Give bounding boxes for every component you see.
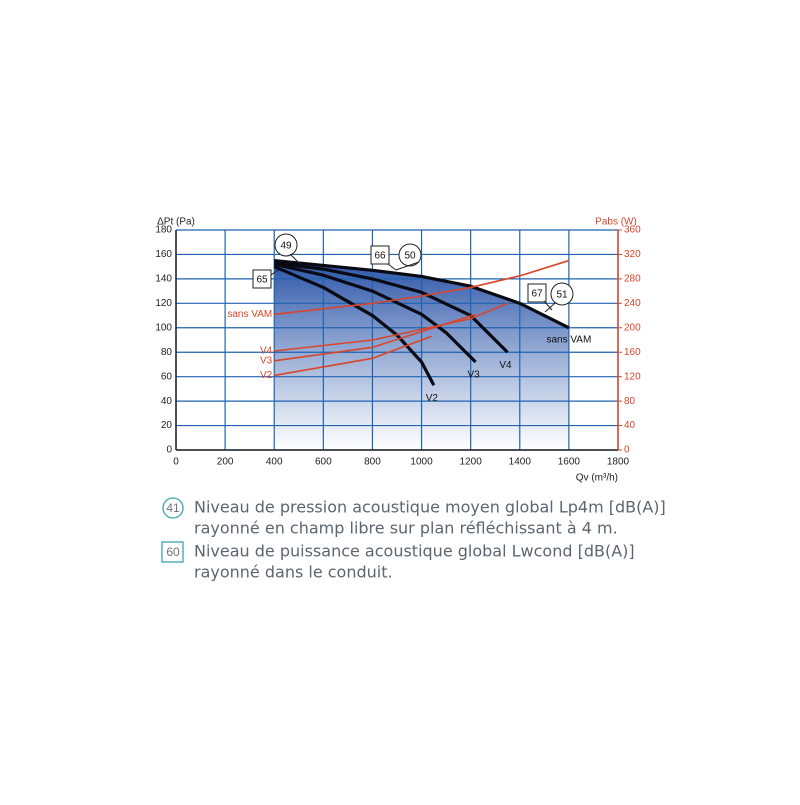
y2-axis-title: Pabs (W)	[595, 217, 637, 228]
y2-tick-label: 160	[624, 347, 641, 358]
annotation-circle	[550, 282, 574, 306]
x-tick-label: 1400	[509, 457, 532, 468]
x-tick-label: 1000	[410, 457, 433, 468]
series-line	[274, 258, 570, 330]
note-text: rayonné dans le conduit.	[194, 563, 393, 582]
series-label: sans VAM	[546, 334, 591, 345]
x-axis-title: Qv (m³/h)	[576, 473, 618, 484]
leader-line	[387, 263, 397, 271]
y2-tick-label: 0	[624, 445, 630, 456]
y2-tick-label: 320	[624, 249, 641, 260]
leader-line	[543, 300, 553, 311]
note-symbol: 60	[166, 545, 180, 559]
note-text: rayonné en champ libre sur plan réfléchi…	[194, 519, 618, 538]
annotation: 51	[556, 290, 568, 301]
series-label: V4	[499, 360, 512, 371]
x-tick-label: 600	[315, 457, 332, 468]
y-tick-label: 40	[161, 396, 173, 407]
annotation: 50	[404, 251, 416, 262]
series-line	[274, 261, 509, 354]
y-tick-label: 140	[155, 274, 172, 285]
note-symbol-circle	[162, 497, 184, 519]
y2-tick-label: 80	[624, 396, 636, 407]
annotation: 49	[280, 241, 292, 252]
y-axis-title: ΔPt (Pa)	[157, 217, 195, 228]
annotation: 65	[256, 275, 268, 286]
annotation-circle	[274, 233, 298, 257]
series-line	[274, 302, 508, 352]
y2-tick-label: 200	[624, 322, 641, 333]
y2-tick-label: 40	[624, 420, 636, 431]
x-tick-label: 1200	[460, 457, 483, 468]
note-text: Niveau de puissance acoustique global Lw…	[194, 542, 635, 561]
leader-line	[289, 253, 301, 265]
x-tick-label: 0	[173, 457, 179, 468]
annotation-box	[370, 245, 390, 265]
leader-line	[270, 269, 279, 276]
annotation-box	[252, 269, 272, 289]
series-label: V3	[260, 355, 273, 366]
y-tick-label: 60	[161, 371, 173, 382]
series-label: V4	[260, 346, 273, 357]
series-line	[274, 259, 570, 316]
annotation: 66	[374, 251, 386, 262]
y-tick-label: 20	[161, 420, 173, 431]
y2-tick-label: 240	[624, 298, 641, 309]
y2-tick-label: 280	[624, 274, 641, 285]
x-tick-label: 1600	[558, 457, 581, 468]
y2-tick-label: 120	[624, 371, 641, 382]
x-tick-label: 800	[364, 457, 381, 468]
annotation-box	[527, 283, 547, 303]
x-tick-label: 200	[217, 457, 234, 468]
x-tick-label: 1800	[607, 457, 630, 468]
y-tick-label: 180	[155, 225, 172, 236]
series-label: V2	[260, 370, 273, 381]
y-tick-label: 100	[155, 322, 172, 333]
series-label: sans VAM	[227, 309, 272, 320]
series-line	[273, 262, 477, 364]
annotation: 67	[531, 289, 543, 300]
series-line	[273, 265, 436, 386]
y-tick-label: 120	[155, 298, 172, 309]
series-label: V2	[426, 393, 439, 404]
note-symbol: 41	[166, 501, 180, 515]
series-label: V3	[467, 370, 480, 381]
series-line	[274, 313, 476, 362]
leader-line	[395, 261, 420, 271]
y-tick-label: 80	[161, 347, 173, 358]
series-line	[274, 335, 432, 377]
y-tick-label: 160	[155, 249, 172, 260]
y2-tick-label: 360	[624, 225, 641, 236]
x-tick-label: 400	[266, 457, 283, 468]
y-tick-label: 0	[166, 445, 172, 456]
note-symbol-box	[161, 541, 184, 563]
annotation-circle	[398, 243, 422, 267]
note-text: Niveau de pression acoustique moyen glob…	[194, 498, 666, 517]
